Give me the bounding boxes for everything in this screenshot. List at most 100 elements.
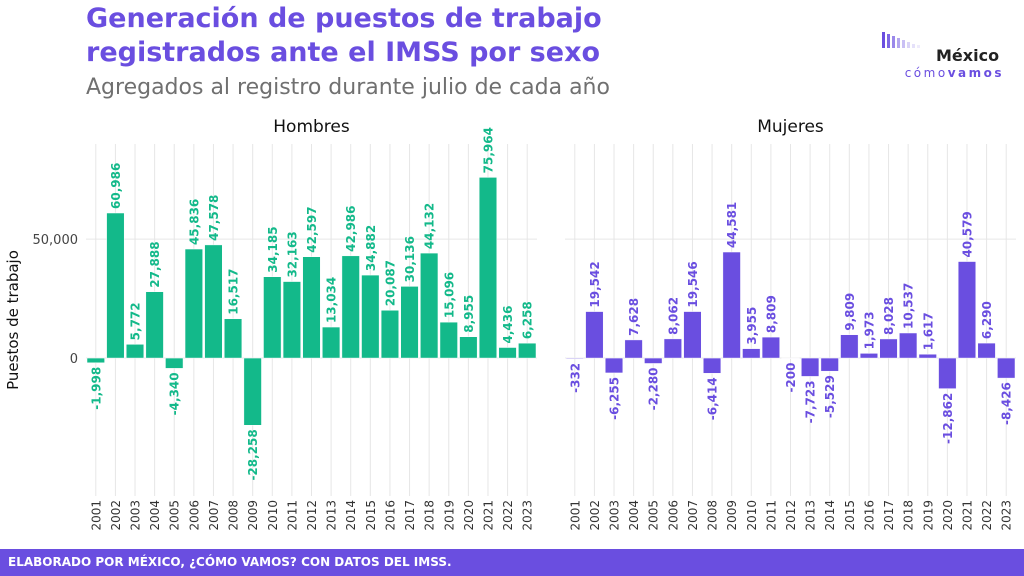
x-tick-label: 2003: [608, 500, 622, 531]
data-label: 30,136: [403, 236, 417, 282]
data-label: -4,340: [168, 372, 182, 415]
bar: [644, 357, 663, 364]
bar: [624, 339, 643, 359]
bar: [380, 310, 399, 359]
y-axis-title: Puestos de trabajo: [4, 250, 22, 390]
data-label: 47,578: [207, 195, 221, 241]
x-tick-label: 2017: [882, 500, 896, 531]
data-label: 16,517: [227, 268, 241, 314]
x-tick-label: 2010: [266, 500, 280, 531]
bar: [125, 344, 145, 359]
bar: [703, 357, 722, 374]
x-tick-label: 2013: [325, 500, 339, 531]
x-tick-label: 2016: [862, 500, 876, 531]
x-tick-label: 2009: [246, 500, 260, 531]
bar: [801, 357, 820, 377]
x-tick-label: 2012: [784, 500, 798, 531]
x-tick-label: 2009: [725, 500, 739, 531]
data-label: -7,723: [804, 380, 818, 423]
data-label: 8,955: [462, 295, 476, 333]
bar: [224, 318, 243, 359]
data-label: 19,546: [686, 261, 700, 307]
bar: [243, 357, 262, 426]
bar: [977, 342, 996, 359]
bar: [859, 353, 878, 359]
logo-tagline: cómovamos: [880, 66, 1004, 80]
data-label: -12,862: [941, 393, 955, 444]
x-tick-label: 2008: [227, 500, 241, 531]
logo-tag-bold: vamos: [947, 66, 1004, 80]
bar: [840, 334, 859, 359]
data-label: 1,617: [921, 312, 935, 350]
y-tick-label: 0: [70, 352, 78, 367]
x-tick-label: 2019: [442, 500, 456, 531]
bar: [263, 276, 282, 359]
bar: [761, 336, 780, 359]
bar: [322, 326, 341, 359]
data-label: -6,414: [706, 377, 720, 420]
x-tick-label: 2019: [921, 500, 935, 531]
x-tick-label: 2010: [745, 500, 759, 531]
data-label: 8,028: [882, 297, 896, 335]
x-tick-label: 2013: [804, 500, 818, 531]
logo-bars-icon: [882, 32, 920, 48]
bar: [400, 286, 419, 359]
bar: [899, 332, 918, 359]
bar: [302, 256, 321, 359]
bar: [439, 321, 458, 359]
chart-title: Generación de puestos de trabajo registr…: [86, 2, 602, 70]
x-tick-label: 2017: [403, 500, 417, 531]
x-tick-label: 2021: [481, 500, 495, 531]
bar: [918, 353, 937, 359]
panel-title: Mujeres: [757, 117, 824, 137]
data-label: 15,096: [442, 272, 456, 318]
bar: [742, 348, 761, 359]
data-label: -8,426: [1000, 382, 1014, 425]
bar: [282, 281, 301, 359]
data-label: 44,581: [725, 202, 739, 248]
x-tick-label: 2018: [423, 500, 437, 531]
bar: [722, 251, 741, 359]
bar-chart: Puestos de trabajo 0 50,000 Hombres -1,998 60…: [4, 117, 1016, 531]
mexico-como-vamos-logo: México cómovamos: [880, 26, 1010, 86]
data-label: -1,998: [89, 367, 103, 410]
x-tick-label: 2016: [383, 500, 397, 531]
data-label: 42,597: [305, 206, 319, 252]
data-label: 45,836: [187, 199, 201, 245]
x-tick-label: 2002: [109, 500, 123, 531]
bar: [204, 244, 223, 359]
x-tick-label: 2023: [521, 500, 535, 531]
bar: [165, 357, 184, 369]
bar: [604, 357, 624, 374]
x-tick-label: 2015: [843, 500, 857, 531]
x-tick-label: 2002: [588, 500, 602, 531]
x-tick-label: 2014: [823, 500, 837, 531]
data-label: -332: [568, 363, 582, 393]
data-label: 6,290: [980, 301, 994, 339]
x-tick-label: 2008: [706, 500, 720, 531]
data-label: 40,579: [960, 211, 974, 257]
bar: [459, 336, 478, 359]
data-label: 20,087: [383, 260, 397, 306]
x-tick-label: 2004: [148, 500, 162, 531]
data-label: 44,132: [423, 203, 437, 249]
data-label: 7,628: [627, 298, 641, 336]
bar: [663, 338, 682, 359]
x-tick-label: 2021: [960, 500, 974, 531]
bar: [420, 252, 439, 359]
footer-credit: ELABORADO POR MÉXICO, ¿CÓMO VAMOS? CON D…: [0, 549, 1024, 576]
x-tick-label: 2018: [902, 500, 916, 531]
logo-name: México: [936, 46, 1000, 65]
data-label: 42,986: [344, 206, 358, 252]
bar: [938, 357, 957, 389]
data-label: 6,258: [521, 301, 535, 339]
data-label: 3,955: [745, 307, 759, 345]
x-tick-label: 2012: [305, 500, 319, 531]
x-tick-label: 2022: [980, 500, 994, 531]
data-label: 10,537: [902, 283, 916, 329]
data-label: 34,882: [364, 225, 378, 271]
x-tick-label: 2014: [344, 500, 358, 531]
bar: [106, 212, 125, 359]
data-label: 13,034: [325, 277, 339, 323]
bar: [361, 274, 380, 359]
